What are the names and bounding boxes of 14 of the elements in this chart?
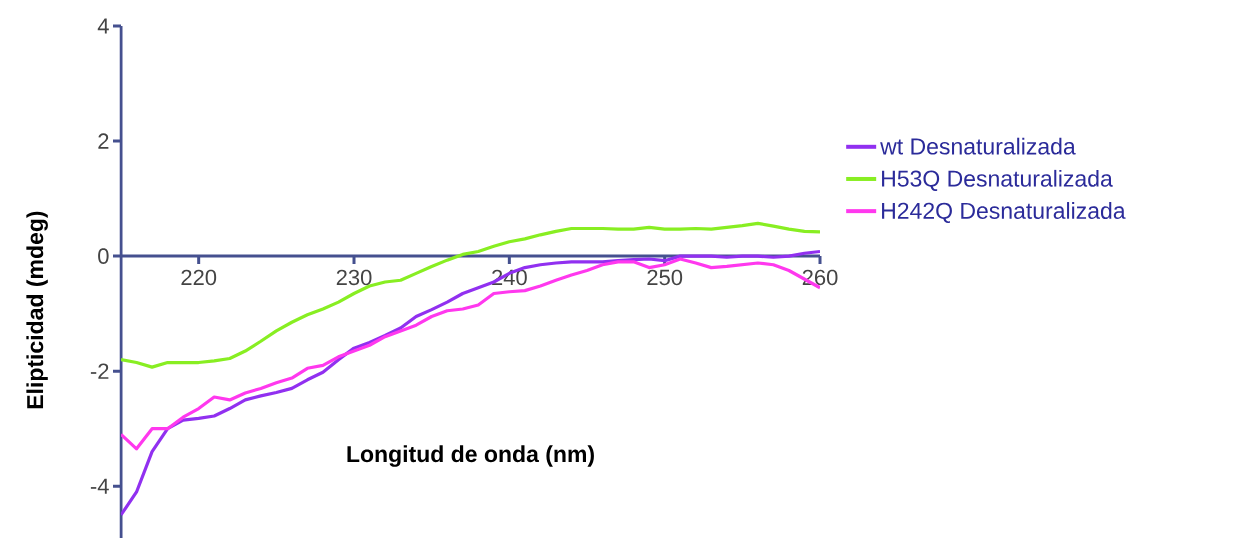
y-axis-title: Elipticidad (mdeg) <box>26 211 48 409</box>
y-tick-label: 2 <box>98 133 109 149</box>
y-tick-label: -4 <box>90 478 109 494</box>
legend-label: wt Desnaturalizada <box>880 137 1076 155</box>
y-tick-label: 4 <box>97 18 109 34</box>
x-tick-label: 230 <box>336 269 372 285</box>
y-tick-label: -2 <box>90 363 109 379</box>
y-tick-label: 0 <box>98 248 109 264</box>
x-tick-label: 250 <box>647 269 683 285</box>
legend-label: H53Q Desnaturalizada <box>882 169 1113 191</box>
x-tick-label: 220 <box>181 269 217 285</box>
legend-label: H242Q Desnaturalizada <box>882 201 1126 223</box>
x-tick-label: 260 <box>802 269 838 285</box>
x-axis-title: Longitud de onda (nm) <box>347 445 594 467</box>
